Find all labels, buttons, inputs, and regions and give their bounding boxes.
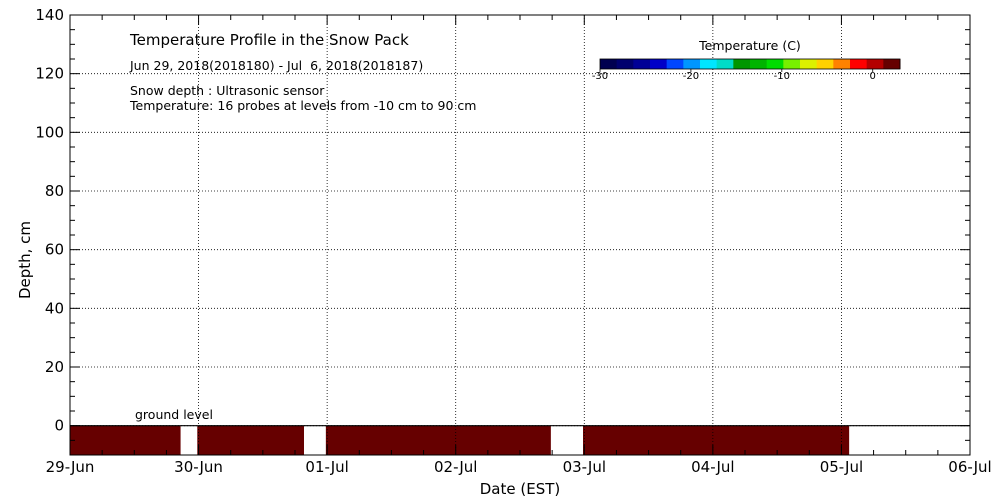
y-tick-label-120: 120 [35, 65, 64, 83]
colorbar-swatch-4 [666, 59, 684, 69]
axis-ticks [69, 14, 971, 456]
colorbar-swatch-15 [850, 59, 868, 69]
colorbar-swatch-6 [700, 59, 718, 69]
colorbar-swatch-11 [783, 59, 801, 69]
soil-temperature-segment-0 [70, 425, 181, 455]
colorbar-swatch-7 [716, 59, 734, 69]
x-axis-title: Date (EST) [480, 480, 561, 498]
x-tick-label-30-Jun: 30-Jun [174, 458, 223, 476]
y-tick-label-20: 20 [45, 358, 64, 376]
colorbar-tick-label-1: -20 [683, 71, 699, 82]
y-tick-label-0: 0 [54, 417, 64, 435]
grid-lines [70, 15, 970, 455]
plot-frame [69, 14, 971, 456]
colorbar-swatch-17 [883, 59, 901, 69]
x-tick-label-06-Jul: 06-Jul [948, 458, 991, 476]
colorbar-tick-label-0: -30 [592, 71, 608, 82]
colorbar-tick-labels: -30 -20 -10 0 [592, 69, 876, 82]
soil-temperature-segment-3 [583, 425, 850, 455]
y-tick-label-80: 80 [45, 182, 64, 200]
x-tick-label-29-Jun: 29-Jun [46, 458, 95, 476]
colorbar-tick-label-3: 0 [870, 71, 876, 82]
x-tick-label-04-Jul: 04-Jul [691, 458, 734, 476]
colorbar-border [599, 58, 901, 70]
temperature-colorbar: Temperature (C) -30 -20 -10 0 [592, 38, 901, 82]
colorbar-tick-label-2: -10 [774, 71, 790, 82]
chart-title: Temperature Profile in the Snow Pack [129, 31, 409, 49]
colorbar-swatch-12 [800, 59, 818, 69]
colorbar-swatch-10 [766, 59, 784, 69]
colorbar-swatch-13 [816, 59, 834, 69]
colorbar-swatch-8 [733, 59, 751, 69]
colorbar-swatch-0 [600, 59, 618, 69]
y-tick-label-100: 100 [35, 123, 64, 141]
ground-level-label: ground level [135, 407, 213, 422]
chart-note-temperature: Temperature: 16 probes at levels from -1… [129, 98, 476, 113]
colorbar-swatch-16 [866, 59, 884, 69]
x-tick-label-03-Jul: 03-Jul [563, 458, 606, 476]
colorbar-swatches [599, 58, 901, 70]
y-axis-title: Depth, cm [16, 221, 34, 299]
y-tick-label-40: 40 [45, 299, 64, 317]
chart-subtitle: Jun 29, 2018(2018180) - Jul 6, 2018(2018… [129, 58, 423, 73]
tick-labels: 0 20 40 60 80 100 120 140 29-Jun 30-Jun 01-Jul 02-J… [35, 6, 991, 476]
colorbar-swatch-3 [650, 59, 668, 69]
colorbar-swatch-1 [616, 59, 634, 69]
x-tick-label-05-Jul: 05-Jul [820, 458, 863, 476]
x-tick-label-01-Jul: 01-Jul [305, 458, 348, 476]
colorbar-swatch-5 [683, 59, 701, 69]
colorbar-swatch-14 [833, 59, 851, 69]
chart-note-snow-depth: Snow depth : Ultrasonic sensor [130, 83, 325, 98]
colorbar-title: Temperature (C) [698, 38, 801, 53]
y-tick-label-60: 60 [45, 241, 64, 259]
soil-temperature-segment-1 [197, 425, 304, 455]
colorbar-swatch-2 [633, 59, 651, 69]
y-tick-label-140: 140 [35, 6, 64, 24]
x-tick-label-02-Jul: 02-Jul [434, 458, 477, 476]
colorbar-swatch-9 [750, 59, 768, 69]
soil-temperature-segment-2 [325, 425, 551, 455]
